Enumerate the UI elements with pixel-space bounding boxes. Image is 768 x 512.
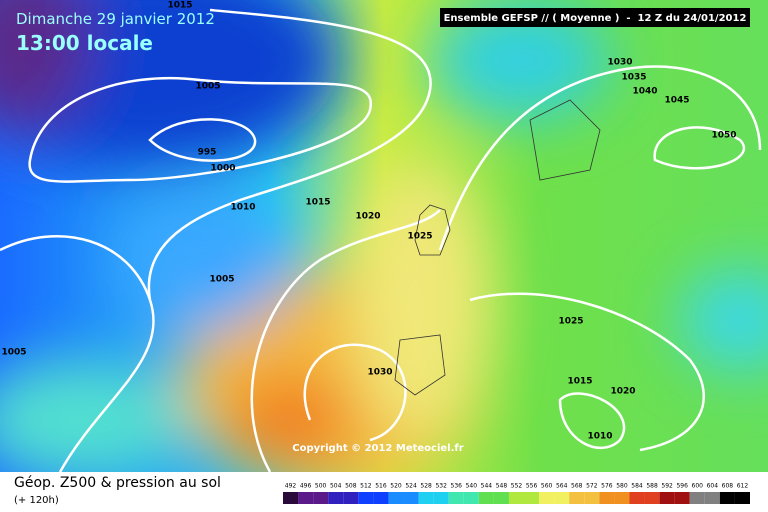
legend-label: 600 xyxy=(692,483,704,490)
legend-label: 592 xyxy=(661,483,673,490)
legend-swatch xyxy=(478,492,494,504)
legend-label: 588 xyxy=(646,483,658,490)
legend-swatch xyxy=(298,492,314,504)
isobar-label: 1005 xyxy=(209,275,234,285)
legend-label: 516 xyxy=(375,483,387,490)
legend-swatch xyxy=(358,492,374,504)
legend-swatch xyxy=(704,492,720,504)
isobar-label: 1005 xyxy=(195,82,220,92)
legend-label: 564 xyxy=(556,483,568,490)
legend-swatch xyxy=(313,492,329,504)
isobar-label: 1010 xyxy=(230,203,255,213)
legend-swatch xyxy=(644,492,660,504)
legend-label: 568 xyxy=(571,483,583,490)
legend-label: 532 xyxy=(435,483,447,490)
legend-label: 576 xyxy=(601,483,613,490)
legend-swatch xyxy=(433,492,449,504)
legend-swatch xyxy=(614,492,630,504)
legend-label: 596 xyxy=(676,483,688,490)
isobar-labels: 1015 1005 995 1000 1010 1015 1020 1025 1005 1005 1… xyxy=(1,1,736,442)
legend-label: 492 xyxy=(285,483,297,490)
legend-swatch xyxy=(283,492,299,504)
legend-swatch xyxy=(629,492,645,504)
legend-swatch xyxy=(689,492,705,504)
legend-label: 540 xyxy=(466,483,478,490)
isobar-label: 1000 xyxy=(210,164,235,174)
isobar-label: 1020 xyxy=(610,387,635,397)
legend-swatch xyxy=(418,492,434,504)
legend-label: 556 xyxy=(526,483,538,490)
isobar-label: 1015 xyxy=(167,1,192,11)
isobar-label: 1015 xyxy=(305,198,330,208)
legend-label: 536 xyxy=(451,483,463,490)
isobar-label: 1015 xyxy=(567,377,592,387)
legend-label: 528 xyxy=(420,483,432,490)
isobar-label: 1020 xyxy=(355,212,380,222)
date: Dimanche 29 janvier 2012 xyxy=(16,10,215,28)
legend-label: 584 xyxy=(631,483,643,490)
legend-swatch xyxy=(508,492,525,504)
legend-swatch xyxy=(584,492,600,504)
legend-label: 544 xyxy=(481,483,493,490)
legend-label: 572 xyxy=(586,483,598,490)
legend-swatch xyxy=(388,492,404,504)
isobar-label: 995 xyxy=(198,148,217,158)
isobar-label: 1005 xyxy=(1,348,26,358)
isobar-label: 1025 xyxy=(558,317,583,327)
legend-label: 608 xyxy=(722,483,734,490)
legend-swatch xyxy=(539,492,555,504)
legend-swatch xyxy=(674,492,690,504)
isobar-label: 1030 xyxy=(367,368,392,378)
legend-swatch xyxy=(373,492,389,504)
legend-label: 604 xyxy=(707,483,719,490)
legend-swatch xyxy=(554,492,570,504)
legend-swatch xyxy=(524,492,540,504)
legend-swatch xyxy=(719,492,735,504)
legend-swatch xyxy=(599,492,615,504)
isobar-label: 1040 xyxy=(632,87,657,97)
legend-label: 612 xyxy=(737,483,749,490)
legend-label: 552 xyxy=(511,483,523,490)
copyright: Copyright © 2012 Meteociel.fr xyxy=(292,443,463,454)
legend-swatch xyxy=(448,492,464,504)
legend-swatch xyxy=(403,492,419,504)
isobar-label: 1030 xyxy=(607,58,632,68)
model-info: Ensemble GEFSP // ( Moyenne ) - 12 Z du … xyxy=(444,13,747,24)
legend-label: 500 xyxy=(315,483,327,490)
legend-swatch xyxy=(734,492,750,504)
legend-swatch xyxy=(493,492,509,504)
isobar-label: 1035 xyxy=(621,73,646,83)
legend-label: 496 xyxy=(300,483,312,490)
legend-label: 580 xyxy=(616,483,628,490)
legend-label: 520 xyxy=(390,483,402,490)
legend-label: 560 xyxy=(541,483,553,490)
footer-subtitle: (+ 120h) xyxy=(14,495,59,506)
legend-label: 524 xyxy=(405,483,417,490)
time: 13:00 locale xyxy=(16,31,153,55)
color-legend: 492 496 500 504 508 512 516 520 524 528 532 536 540 5… xyxy=(283,483,750,504)
isobar-label: 1045 xyxy=(664,96,689,106)
legend-swatch xyxy=(343,492,359,504)
legend-swatch xyxy=(328,492,344,504)
legend-swatch xyxy=(463,492,479,504)
legend-label: 512 xyxy=(360,483,372,490)
isobar-label: 1010 xyxy=(587,432,612,442)
legend-label: 508 xyxy=(345,483,357,490)
legend-label: 548 xyxy=(496,483,508,490)
isobar-label: 1050 xyxy=(711,131,736,141)
legend-label: 504 xyxy=(330,483,342,490)
footer-title: Géop. Z500 & pression au sol xyxy=(14,475,221,491)
legend-swatch xyxy=(659,492,675,504)
header-box xyxy=(440,8,750,27)
map xyxy=(0,0,768,490)
isobar-label: 1025 xyxy=(407,232,432,242)
legend-swatch xyxy=(569,492,585,504)
